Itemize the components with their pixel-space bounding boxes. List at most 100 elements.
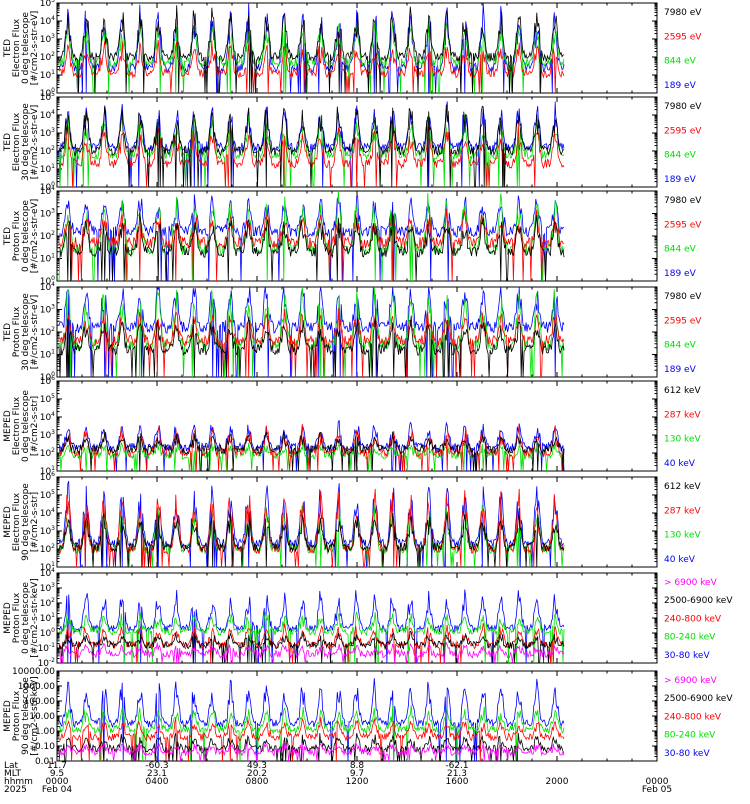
x-tick-label: 1600 — [446, 777, 469, 787]
y-axis-label: MEPEDElectron Flux0 deg telescope[#/cm2-… — [3, 390, 40, 462]
y-tick-label: 103 — [40, 429, 55, 441]
series-line-black — [58, 510, 565, 567]
x-row-label: hhmm — [4, 777, 33, 787]
legend: 7980 eV 2595 eV 844 eV 189 eV — [664, 102, 702, 185]
x-tick-label: 2000 — [546, 777, 569, 787]
x-tick-label: 0800 — [246, 777, 269, 787]
y-tick-label: 101 — [40, 253, 55, 265]
y-tick-label: 103 — [40, 127, 55, 139]
legend-item: > 6900 keV — [664, 578, 718, 588]
y-tick-label: 105 — [40, 489, 55, 501]
series-line-black — [58, 5, 565, 93]
y-tick-label: 102 — [40, 51, 55, 63]
x-tick-label: Feb 05 — [642, 785, 672, 795]
y-tick-label: 103 — [40, 33, 55, 45]
series-line-green — [58, 191, 565, 281]
legend: 612 keV 287 keV 130 keV 40 keV — [664, 482, 701, 565]
legend-item: 189 eV — [664, 269, 697, 279]
legend-item: 2595 eV — [664, 32, 702, 42]
x-tick-label: 21.3 — [447, 769, 467, 779]
series-line-black — [58, 212, 565, 281]
y-tick-label: 103 — [40, 304, 55, 316]
series-traces — [58, 589, 565, 663]
legend-item: 7980 eV — [664, 102, 702, 112]
series-line-blue — [58, 3, 565, 93]
y-tick-label: 104 — [40, 281, 55, 293]
y-tick-label: 104 — [40, 567, 55, 579]
series-traces — [58, 480, 565, 567]
y-tick-label: 1.00 — [35, 727, 55, 737]
y-tick-label: 103 — [40, 582, 55, 594]
y-axis-label: TEDProton Flux0 deg telescope[#/cm2-s-st… — [3, 199, 40, 274]
legend-item: 7980 eV — [664, 196, 702, 206]
y-tick-label: 0.01 — [35, 757, 55, 767]
series-traces — [58, 101, 565, 187]
y-tick-label: 102 — [40, 543, 55, 555]
legend: 612 keV 287 keV 130 keV 40 keV — [664, 386, 701, 469]
legend-item: 2595 eV — [664, 220, 702, 230]
x-tick-label: 11.7 — [47, 761, 67, 771]
series-line-black — [58, 630, 565, 663]
series-traces — [58, 191, 565, 281]
y-tick-label: 101 — [40, 349, 55, 361]
legend-item: 844 eV — [664, 151, 697, 161]
series-line-red — [58, 308, 565, 377]
y-tick-label: 101 — [40, 163, 55, 175]
series-traces — [58, 420, 565, 471]
legend-item: 240-800 keV — [664, 712, 722, 722]
y-tick-label: 102 — [40, 145, 55, 157]
series-line-green — [58, 704, 565, 761]
series-line-magenta — [58, 641, 565, 663]
y-tick-label: 102 — [40, 326, 55, 338]
legend-item: 80-240 keV — [664, 633, 716, 643]
legend: 7980 eV 2595 eV 844 eV 189 eV — [664, 8, 702, 91]
y-tick-label: 104 — [40, 507, 55, 519]
y-tick-label: 106 — [40, 471, 55, 483]
x-tick-label: 20.2 — [247, 769, 267, 779]
y-axis-label: MEPEDProton Flux90 deg telescope[#/cm2-s… — [3, 676, 40, 755]
legend-item: 2500-6900 keV — [664, 596, 733, 606]
series-line-green — [58, 114, 565, 187]
legend: 7980 eV 2595 eV 844 eV 189 eV — [664, 196, 702, 279]
legend-item: 844 eV — [664, 341, 697, 351]
legend-item: > 6900 keV — [664, 676, 718, 686]
legend: 7980 eV 2595 eV 844 eV 189 eV — [664, 292, 702, 375]
y-tick-label: 104 — [40, 109, 55, 121]
y-tick-label: 105 — [40, 91, 55, 103]
series-line-red — [58, 208, 565, 281]
y-tick-label: 102 — [40, 447, 55, 459]
y-tick-label: 103 — [40, 208, 55, 220]
series-traces — [58, 678, 565, 761]
x-tick-label: -60.3 — [145, 761, 168, 771]
series-line-black — [58, 315, 565, 377]
legend-item: 30-80 keV — [664, 651, 710, 661]
series-line-blue — [58, 194, 565, 281]
legend-item: 80-240 keV — [664, 731, 716, 741]
y-tick-label: 101 — [40, 69, 55, 81]
x-row-label: Lat — [4, 761, 19, 771]
y-tick-label: 0.10 — [35, 742, 55, 752]
x-tick-label: Feb 04 — [42, 785, 73, 795]
legend-item: 2500-6900 keV — [664, 694, 733, 704]
legend-item: 7980 eV — [664, 8, 702, 18]
legend-item: 2595 eV — [664, 316, 702, 326]
y-tick-label: 105 — [40, 0, 55, 9]
x-tick-label: -62.1 — [445, 761, 468, 771]
legend: > 6900 keV 2500-6900 keV 240-800 keV 80-240… — [664, 578, 733, 661]
legend-item: 189 eV — [664, 365, 697, 375]
series-line-black — [58, 732, 565, 761]
y-axis-label: MEPEDElectron Flux90 deg telescope[#/cm2… — [3, 483, 40, 561]
legend-item: 612 keV — [664, 386, 701, 396]
y-tick-label: 100.00 — [24, 697, 56, 707]
x-row-label: 2025 — [4, 785, 27, 795]
y-tick-label: 100 — [40, 87, 55, 99]
legend-item: 189 eV — [664, 175, 697, 185]
y-tick-label: 100 — [40, 275, 55, 287]
